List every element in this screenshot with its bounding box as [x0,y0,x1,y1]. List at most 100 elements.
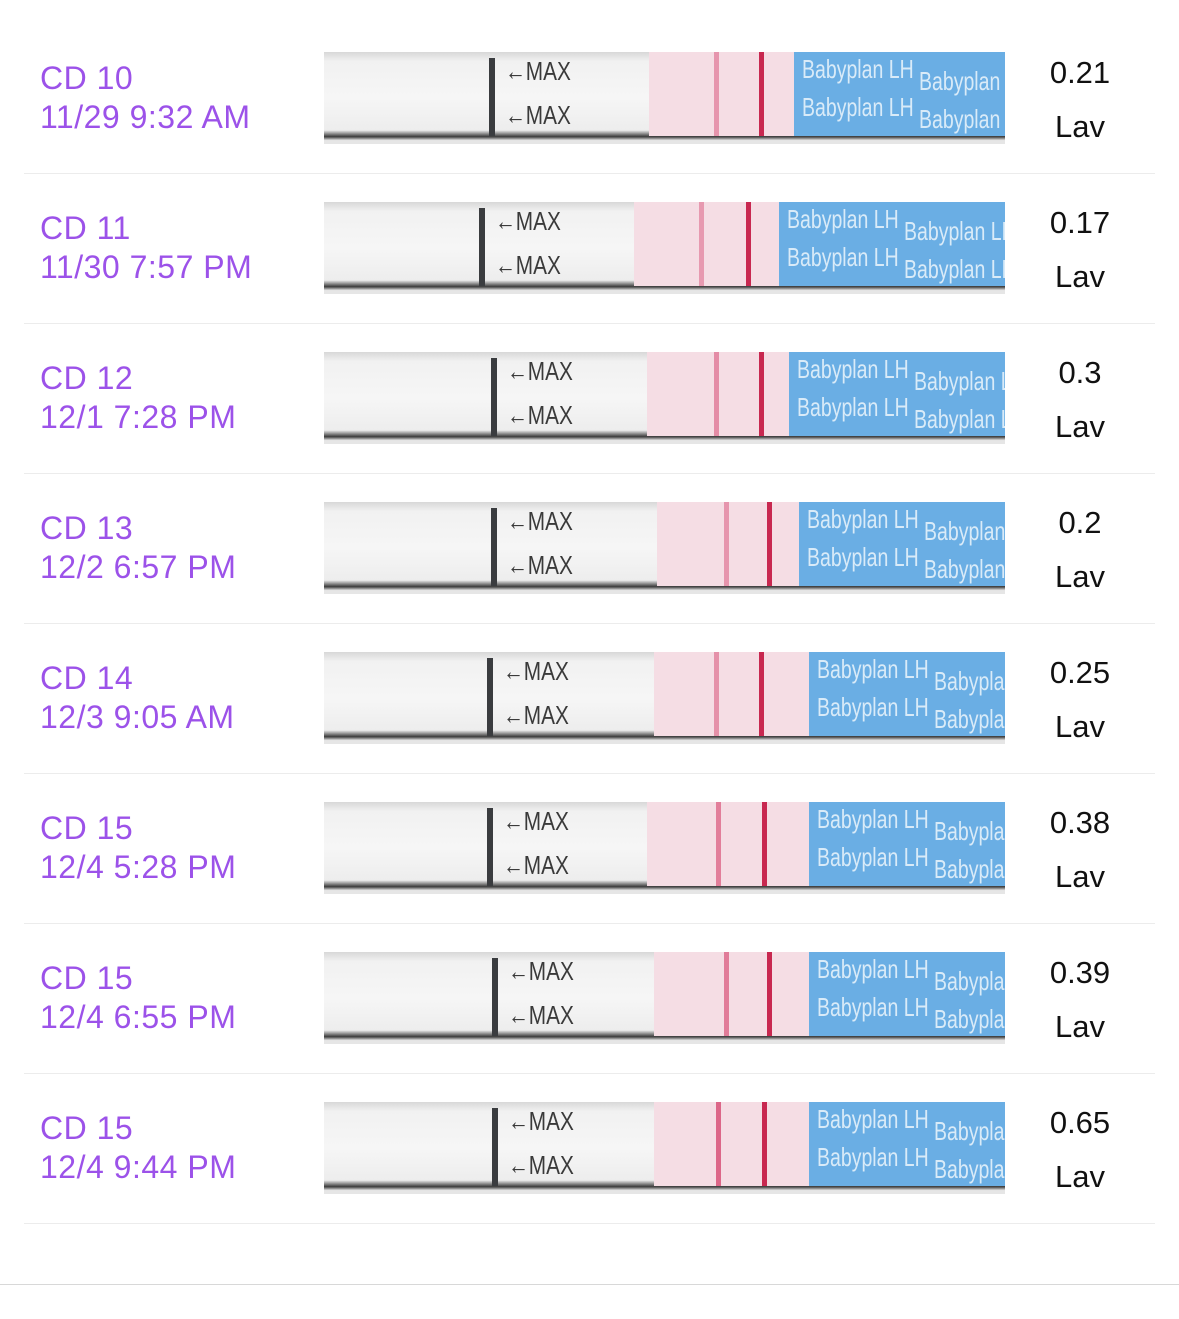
cycle-day: CD 15 [40,960,134,996]
brand-text: Babyplan LH [817,1104,929,1134]
max-arrow-label: ←MAX [503,700,569,730]
max-arrow-label: ←MAX [508,956,574,986]
list-item[interactable]: CD 11 11/30 7:57 PM ←MAX ←MAX Babyplan LH B… [24,174,1155,324]
control-line [746,202,751,286]
date-label: CD 15 12/4 9:44 PM [40,1109,236,1187]
max-arrow-label: ←MAX [507,356,573,386]
strip-handle [491,508,497,586]
brand-text: Babyplan LH [807,504,919,534]
lh-value: 0.25 [1049,655,1111,690]
bottom-divider [0,1284,1179,1285]
test-strip-list: CD 10 11/29 9:32 AM ←MAX ←MAX Babyplan LH B… [24,24,1155,1224]
max-arrow-label: ←MAX [505,56,571,86]
lh-value: 0.17 [1049,205,1111,240]
test-line [716,802,721,886]
timestamp: 12/1 7:28 PM [40,399,237,435]
lh-value: 0.2 [1058,505,1102,540]
max-arrow-label: ←MAX [505,100,571,130]
strip-handle [487,658,493,736]
list-item[interactable]: CD 13 12/2 6:57 PM ←MAX ←MAX Babyplan LH Ba… [24,474,1155,624]
max-arrow-label: ←MAX [508,1106,574,1136]
brand-text: Babyplan LH [914,404,1005,434]
lh-value: 0.3 [1058,355,1102,390]
date-label: CD 11 11/30 7:57 PM [40,209,252,287]
brand-text: Babyplan LH [817,692,929,722]
brand-text: Babyplan LH [807,542,919,572]
brand-text: Babyplan LH [817,654,929,684]
result-window [634,202,779,286]
timestamp: 12/3 9:05 AM [40,699,235,735]
brand-text: Babyplan LH [934,1116,1005,1146]
cycle-day: CD 15 [40,1110,134,1146]
list-item[interactable]: CD 14 12/3 9:05 AM ←MAX ←MAX Babyplan LH Ba… [24,624,1155,774]
date-label: CD 10 11/29 9:32 AM [40,59,251,137]
test-line [724,502,729,586]
timestamp: 11/30 7:57 PM [40,249,253,285]
strip-handle [479,208,485,286]
max-arrow-label: ←MAX [507,550,573,580]
unit-label: Lav [1055,559,1105,594]
strip-handle [491,358,497,436]
control-line [759,652,764,736]
result-window [654,652,809,736]
unit-label: Lav [1055,859,1105,894]
brand-text: Babyplan LH [919,66,1005,96]
date-label: CD 15 12/4 5:28 PM [40,809,236,887]
timestamp: 11/29 9:32 AM [40,99,251,135]
max-arrow-label: ←MAX [508,1000,574,1030]
date-label: CD 15 12/4 6:55 PM [40,959,236,1037]
strip-handle [492,958,498,1036]
result-window [654,952,809,1036]
date-label: CD 12 12/1 7:28 PM [40,359,236,437]
control-line [767,502,772,586]
brand-text: Babyplan LH [904,254,1005,284]
brand-text: Babyplan LH [817,954,929,984]
list-item[interactable]: CD 12 12/1 7:28 PM ←MAX ←MAX Babyplan LH Ba… [24,324,1155,474]
max-arrow-label: ←MAX [507,400,573,430]
brand-text: Babyplan LH [802,54,914,84]
unit-label: Lav [1055,409,1105,444]
date-label: CD 13 12/2 6:57 PM [40,509,236,587]
brand-text: Babyplan LH [797,354,909,384]
unit-label: Lav [1055,709,1105,744]
brand-text: Babyplan LH [924,516,1005,546]
brand-text: Babyplan LH [919,104,1005,134]
brand-text: Babyplan LH [924,554,1005,584]
lh-value: 0.38 [1049,805,1111,840]
cycle-day: CD 15 [40,810,134,846]
list-item[interactable]: CD 15 12/4 6:55 PM ←MAX ←MAX Babyplan LH Ba… [24,924,1155,1074]
test-line [714,352,719,436]
date-label: CD 14 12/3 9:05 AM [40,659,235,737]
brand-text: Babyplan LH [797,392,909,422]
brand-text: Babyplan LH [934,854,1005,884]
result-window [647,802,809,886]
result-window [649,52,794,136]
lh-value: 0.65 [1049,1105,1111,1140]
max-arrow-label: ←MAX [503,850,569,880]
list-item[interactable]: CD 15 12/4 9:44 PM ←MAX ←MAX Babyplan LH Ba… [24,1074,1155,1224]
list-item[interactable]: CD 15 12/4 5:28 PM ←MAX ←MAX Babyplan LH Ba… [24,774,1155,924]
brand-text: Babyplan LH [787,242,899,272]
control-line [759,52,764,136]
strip-handle [489,58,495,136]
timestamp: 12/4 6:55 PM [40,999,237,1035]
brand-text: Babyplan LH [817,804,929,834]
list-item[interactable]: CD 10 11/29 9:32 AM ←MAX ←MAX Babyplan LH B… [24,24,1155,174]
timestamp: 12/4 5:28 PM [40,849,237,885]
cycle-day: CD 12 [40,360,134,396]
brand-text: Babyplan LH [817,1142,929,1172]
timestamp: 12/4 9:44 PM [40,1149,237,1185]
brand-text: Babyplan LH [934,704,1005,734]
strip-handle [492,1108,498,1186]
max-arrow-label: ←MAX [495,250,561,280]
